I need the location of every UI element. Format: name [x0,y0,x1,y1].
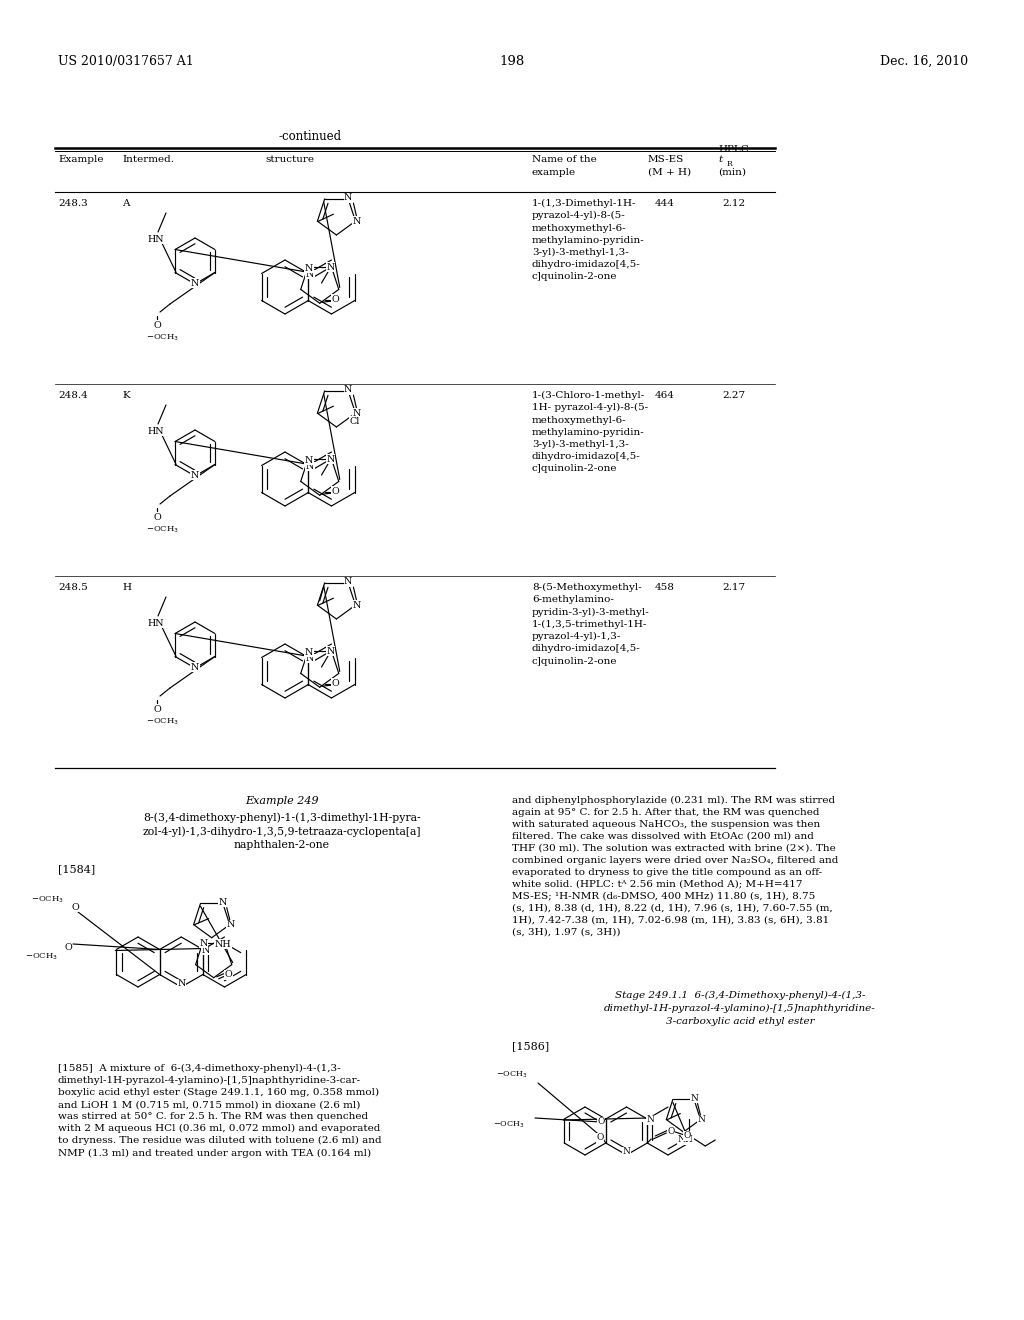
Text: O: O [684,1131,691,1140]
Text: $-$OCH$_3$: $-$OCH$_3$ [25,952,58,962]
Text: O: O [71,903,79,912]
Text: 248.4: 248.4 [58,391,88,400]
Text: [1584]: [1584] [58,865,95,874]
Text: O: O [154,705,161,714]
Text: 198: 198 [500,55,524,69]
Text: N: N [190,279,200,288]
Text: 2.17: 2.17 [722,583,745,591]
Text: $-$OCH$_3$: $-$OCH$_3$ [146,333,179,343]
Text: H: H [122,583,131,591]
Text: NH: NH [215,940,231,949]
Text: Stage 249.1.1  6-(3,4-Dimethoxy-phenyl)-4-(1,3-: Stage 249.1.1 6-(3,4-Dimethoxy-phenyl)-4… [614,991,865,1001]
Text: N: N [202,946,210,954]
Text: O: O [597,1118,604,1126]
Text: 458: 458 [655,583,675,591]
Text: example: example [532,168,577,177]
Text: N: N [690,1094,698,1104]
Text: O: O [332,294,340,304]
Text: N: N [344,577,352,586]
Text: N: N [344,193,352,202]
Text: -continued: -continued [279,129,342,143]
Text: [1586]: [1586] [512,1041,549,1051]
Text: 8-(3,4-dimethoxy-phenyl)-1-(1,3-dimethyl-1H-pyra-
zol-4-yl)-1,3-dihydro-1,3,5,9-: 8-(3,4-dimethoxy-phenyl)-1-(1,3-dimethyl… [142,812,421,850]
Text: Cl: Cl [349,417,359,425]
Text: N: N [327,647,335,656]
Text: N: N [344,385,352,395]
Text: N: N [327,454,335,463]
Text: O: O [668,1126,675,1135]
Text: N: N [219,898,227,907]
Text: NH: NH [678,1135,693,1144]
Text: 2.27: 2.27 [722,391,745,400]
Text: (M + H): (M + H) [648,168,691,177]
Text: $-$OCH$_3$: $-$OCH$_3$ [31,895,63,906]
Text: N: N [200,939,208,948]
Text: 8-(5-Methoxymethyl-
6-methylamino-
pyridin-3-yl)-3-methyl-
1-(1,3,5-trimethyl-1H: 8-(5-Methoxymethyl- 6-methylamino- pyrid… [532,583,650,665]
Text: N: N [177,979,185,989]
Text: O: O [596,1134,603,1143]
Text: 248.3: 248.3 [58,199,88,209]
Text: 444: 444 [655,199,675,209]
Text: O: O [154,512,161,521]
Text: and diphenylphosphorylazide (0.231 ml). The RM was stirred
again at 95° C. for 2: and diphenylphosphorylazide (0.231 ml). … [512,796,839,936]
Text: N: N [190,663,200,672]
Text: Intermed.: Intermed. [122,154,174,164]
Text: N: N [306,653,314,663]
Text: O: O [154,321,161,330]
Text: N: N [352,409,360,417]
Text: N: N [305,264,313,272]
Text: HPLC: HPLC [718,145,749,154]
Text: N: N [352,601,360,610]
Text: K: K [122,391,130,400]
Text: O: O [225,970,232,979]
Text: N: N [190,470,200,479]
Text: [1585]  A mixture of  6-(3,4-dimethoxy-phenyl)-4-(1,3-
dimethyl-1H-pyrazol-4-yla: [1585] A mixture of 6-(3,4-dimethoxy-phe… [58,1064,382,1158]
Text: N: N [306,271,314,279]
Text: 3-carboxylic acid ethyl ester: 3-carboxylic acid ethyl ester [666,1016,814,1026]
Text: $-$OCH$_3$: $-$OCH$_3$ [494,1119,525,1130]
Text: $-$OCH$_3$: $-$OCH$_3$ [146,525,179,535]
Text: HN: HN [148,619,165,627]
Text: N: N [327,263,335,272]
Text: R: R [727,160,733,168]
Text: 1-(1,3-Dimethyl-1H-
pyrazol-4-yl)-8-(5-
methoxymethyl-6-
methylamino-pyridin-
3-: 1-(1,3-Dimethyl-1H- pyrazol-4-yl)-8-(5- … [532,199,645,281]
Text: O: O [332,487,340,496]
Text: 248.5: 248.5 [58,583,88,591]
Text: t: t [718,154,722,164]
Text: 464: 464 [655,391,675,400]
Text: N: N [646,1115,654,1125]
Text: HN: HN [148,235,165,243]
Text: N: N [623,1147,631,1156]
Text: Name of the: Name of the [532,154,597,164]
Text: N: N [697,1115,706,1125]
Text: MS-ES: MS-ES [648,154,684,164]
Text: 1-(3-Chloro-1-methyl-
1H- pyrazol-4-yl)-8-(5-
methoxymethyl-6-
methylamino-pyrid: 1-(3-Chloro-1-methyl- 1H- pyrazol-4-yl)-… [532,391,648,474]
Text: Example 249: Example 249 [245,796,318,807]
Text: HN: HN [148,426,165,436]
Text: O: O [65,942,72,952]
Text: Example: Example [58,154,103,164]
Text: $-$OCH$_3$: $-$OCH$_3$ [497,1069,528,1080]
Text: A: A [122,199,129,209]
Text: N: N [226,920,234,929]
Text: N: N [305,648,313,656]
Text: N: N [306,462,314,471]
Text: N: N [352,216,360,226]
Text: (min): (min) [718,168,746,177]
Text: structure: structure [265,154,314,164]
Text: N: N [305,455,313,465]
Text: 2.12: 2.12 [722,199,745,209]
Text: dimethyl-1H-pyrazol-4-ylamino)-[1,5]naphthyridine-: dimethyl-1H-pyrazol-4-ylamino)-[1,5]naph… [604,1005,876,1014]
Text: O: O [332,678,340,688]
Text: US 2010/0317657 A1: US 2010/0317657 A1 [58,55,194,69]
Text: Dec. 16, 2010: Dec. 16, 2010 [880,55,968,69]
Text: $-$OCH$_3$: $-$OCH$_3$ [146,717,179,727]
